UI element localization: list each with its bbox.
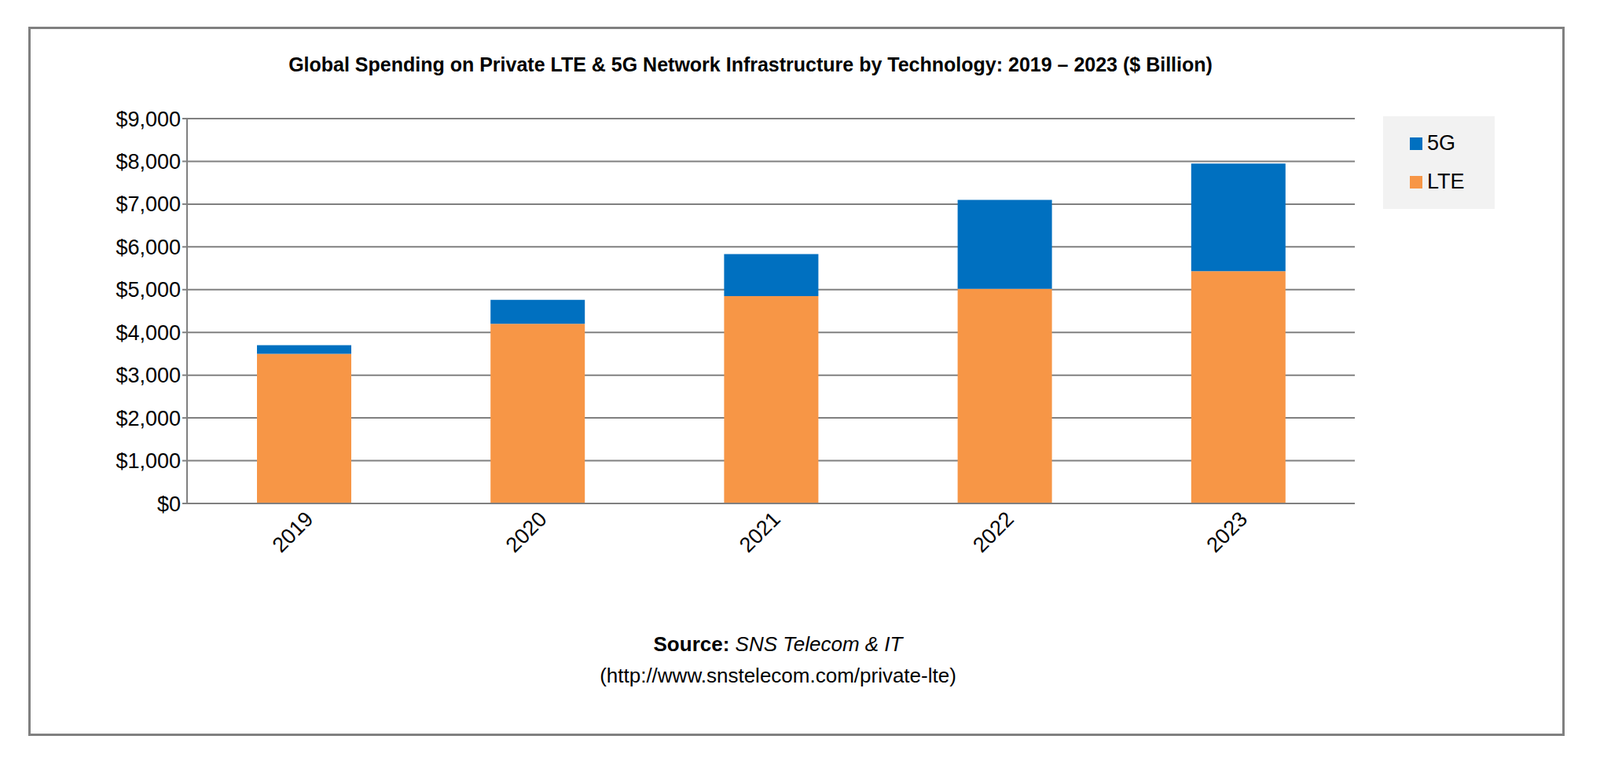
svg-text:2021: 2021 bbox=[734, 507, 786, 558]
svg-text:$5,000: $5,000 bbox=[115, 278, 181, 302]
html-text:(http://www.snstelecom.com/pri: (http://www.snstelecom.com/private-lte) bbox=[599, 664, 957, 688]
svg-text:$8,000: $8,000 bbox=[115, 150, 181, 174]
svg-text:2020: 2020 bbox=[501, 507, 552, 558]
html-text:5G: 5G bbox=[1427, 131, 1456, 155]
svg-text:$3,000: $3,000 bbox=[115, 363, 181, 388]
svg-text:$6,000: $6,000 bbox=[115, 235, 181, 260]
html-text:Source: SNS Telecom & IT: Source: SNS Telecom & IT bbox=[653, 632, 903, 657]
svg-text:$4,000: $4,000 bbox=[115, 321, 181, 345]
html-text:Global Spending on Private LTE: Global Spending on Private LTE & 5G Netw… bbox=[288, 53, 1213, 76]
svg-text:$0: $0 bbox=[157, 492, 181, 517]
svg-text:2023: 2023 bbox=[1202, 507, 1253, 558]
svg-text:$7,000: $7,000 bbox=[115, 192, 181, 217]
svg-text:$2,000: $2,000 bbox=[115, 407, 181, 431]
svg-text:$9,000: $9,000 bbox=[115, 107, 181, 132]
svg-text:$1,000: $1,000 bbox=[115, 449, 181, 474]
svg-text:2022: 2022 bbox=[968, 507, 1019, 558]
html-text:LTE: LTE bbox=[1427, 169, 1465, 194]
svg-text:2019: 2019 bbox=[267, 507, 319, 558]
